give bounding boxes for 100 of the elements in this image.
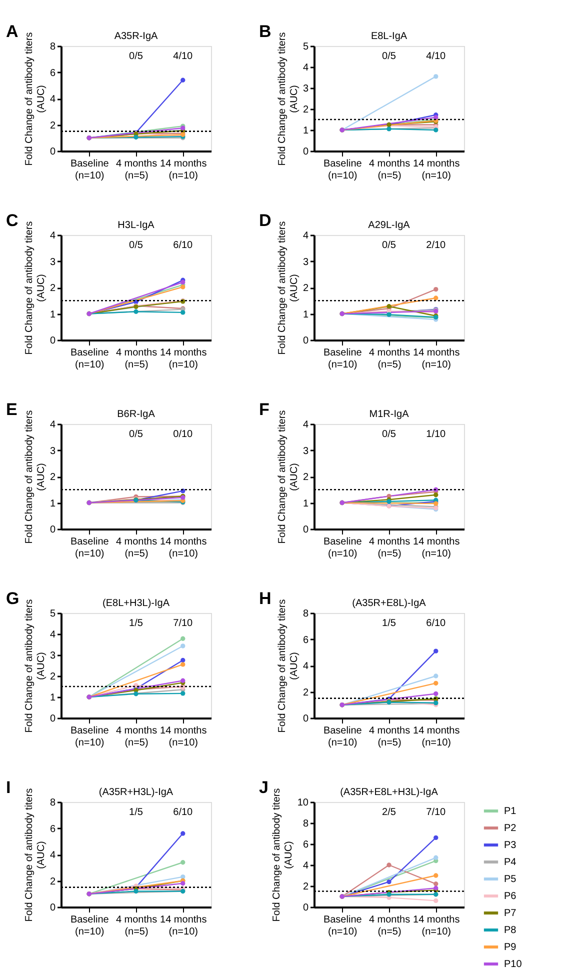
point: [434, 674, 438, 678]
chart-title: A35R-IgA: [114, 31, 158, 42]
annotation: 1/5: [129, 618, 144, 629]
point: [434, 855, 438, 860]
legend-label: P2: [504, 823, 517, 834]
annotation: 0/5: [129, 240, 144, 251]
legend-label: P4: [504, 857, 517, 868]
x-tick-label: Baseline (n=10): [323, 536, 362, 560]
y-tick-label: 4: [50, 94, 56, 105]
point: [434, 873, 438, 878]
x-tick-label: 14 months (n=10): [160, 158, 207, 182]
y-tick-label: 10: [297, 798, 309, 808]
y-axis-title: Fold Change of antibody titers (AUC): [24, 221, 47, 355]
text: B: [259, 22, 272, 41]
text: I: [6, 778, 11, 797]
point: [434, 691, 438, 696]
legend-label: P1: [504, 806, 517, 817]
x-tick-label: 14 months (n=10): [413, 726, 460, 748]
point: [180, 691, 186, 696]
point: [434, 886, 438, 890]
x-tick-label: 14 months (n=10): [413, 914, 460, 938]
chart-title: A29L-IgA: [368, 220, 410, 231]
y-tick-label: 2: [50, 472, 56, 483]
x-tick-label: 14 months (n=10): [413, 536, 460, 560]
x-tick-label: 14 months (n=10): [160, 536, 207, 560]
y-tick-label: 1: [50, 309, 56, 320]
point: [434, 882, 438, 886]
y-tick-label: 5: [50, 608, 56, 620]
y-tick-label: 0: [50, 146, 56, 158]
y-tick-label: 2: [50, 283, 56, 294]
y-tick-label: 8: [302, 608, 309, 620]
text: J: [259, 778, 268, 797]
x-tick-label: Baseline (n=10): [323, 726, 362, 748]
point: [134, 134, 138, 140]
y-tick-label: 0: [302, 902, 309, 914]
chart-title: M1R-IgA: [369, 409, 410, 420]
annotation: 2/10: [426, 240, 446, 251]
y-tick-label: 4: [50, 630, 56, 640]
x-tick-label: Baseline (n=10): [70, 914, 110, 938]
legend-label: P5: [504, 874, 517, 885]
y-tick-label: 6: [302, 840, 309, 850]
y-axis-title: Fold Change of antibody titers (AUC): [276, 599, 300, 733]
legend-label: P6: [504, 891, 517, 902]
y-tick-label: 0: [50, 714, 56, 724]
legend-label: P3: [504, 840, 517, 851]
annotation: 2/5: [382, 807, 396, 818]
x-tick-label: Baseline (n=10): [323, 348, 362, 370]
text: D: [259, 211, 272, 230]
x-tick-label: 4 months (n=5): [368, 914, 410, 938]
y-tick-label: 1: [302, 309, 309, 320]
y-tick-label: 6: [50, 824, 56, 835]
y-tick-label: 4: [50, 420, 56, 430]
chart-title: B6R-IgA: [117, 409, 156, 420]
annotation: 0/5: [129, 429, 144, 440]
x-tick-label: 4 months (n=5): [116, 536, 158, 560]
y-tick-label: 8: [302, 818, 309, 830]
y-axis-title: Fold Change of antibody titers (AUC): [24, 410, 47, 544]
annotation: 6/10: [426, 618, 446, 629]
y-tick-label: 4: [302, 62, 309, 74]
x-tick-label: Baseline (n=10): [70, 158, 110, 182]
y-tick-label: 8: [50, 798, 56, 808]
y-tick-label: 6: [50, 68, 56, 79]
text: G: [6, 589, 20, 608]
annotation: 1/5: [129, 807, 144, 818]
y-tick-label: 2: [50, 672, 56, 682]
point: [180, 644, 186, 648]
point: [180, 280, 186, 285]
x-tick-label: 4 months (n=5): [116, 914, 158, 938]
x-tick-label: 4 months (n=5): [368, 348, 410, 370]
y-tick-label: 3: [302, 256, 309, 268]
point: [386, 862, 392, 868]
y-tick-label: 3: [302, 84, 309, 94]
x-tick-label: 4 months (n=5): [116, 348, 158, 370]
annotation: 0/5: [382, 51, 396, 62]
y-tick-label: 2: [302, 283, 309, 294]
point: [434, 648, 438, 654]
y-tick-label: 0: [302, 524, 309, 536]
y-tick-label: 4: [302, 230, 309, 242]
annotation: 0/5: [382, 240, 396, 251]
chart-title: H3L-IgA: [118, 220, 155, 231]
x-tick-label: 14 months (n=10): [413, 158, 460, 182]
annotation: 7/10: [173, 618, 194, 629]
point: [434, 680, 438, 686]
x-tick-label: 14 months (n=10): [160, 726, 207, 748]
y-axis-title: Fold Change of antibody titers (AUC): [276, 221, 300, 355]
text: C: [6, 211, 18, 230]
point: [134, 888, 138, 894]
y-tick-label: 0: [302, 146, 309, 158]
annotation: 0/5: [129, 51, 144, 62]
x-tick-label: 14 months (n=10): [160, 914, 207, 938]
point: [180, 636, 186, 641]
annotation: 6/10: [173, 240, 194, 251]
y-tick-label: 0: [302, 714, 309, 724]
point: [434, 74, 438, 79]
y-tick-label: 8: [50, 42, 56, 52]
x-tick-label: Baseline (n=10): [70, 726, 110, 748]
point: [180, 78, 186, 82]
chart-title: (A35R+E8L+H3L)-IgA: [340, 787, 438, 798]
text: F: [259, 400, 270, 419]
point: [180, 658, 186, 663]
